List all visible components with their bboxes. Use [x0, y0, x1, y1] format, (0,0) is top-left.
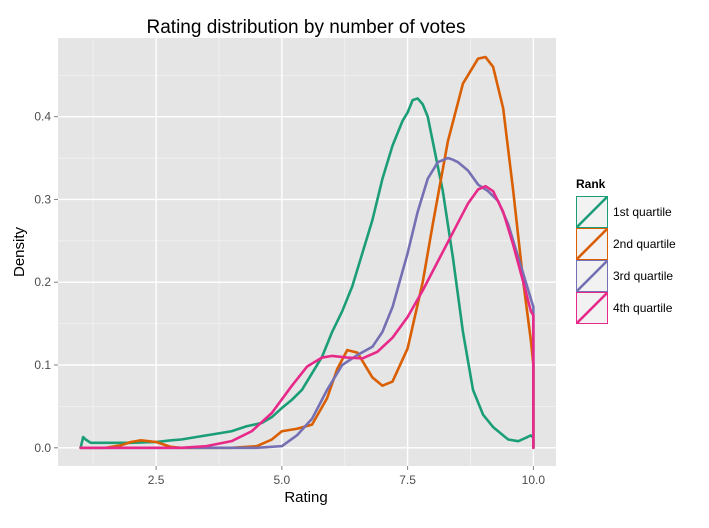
x-tick-label: 7.5 [399, 473, 416, 487]
x-axis-title: Rating [284, 489, 327, 506]
y-axis-ticks: 0.0 0.1 0.2 0.3 0.4 [34, 110, 58, 455]
x-tick-label: 2.5 [148, 473, 165, 487]
x-axis-ticks: 2.5 5.0 7.5 10.0 [148, 466, 546, 487]
legend-label: 3rd quartile [613, 269, 673, 283]
y-tick-label: 0.3 [34, 192, 51, 206]
y-tick-label: 0.0 [34, 441, 51, 455]
legend-title: Rank [576, 177, 606, 191]
x-tick-label: 5.0 [274, 473, 291, 487]
plot-panel [58, 38, 556, 466]
legend-key-line [576, 196, 608, 228]
y-axis-title: Density [11, 226, 28, 277]
y-tick-label: 0.4 [34, 110, 51, 124]
legend-key-line [576, 260, 608, 292]
y-tick-label: 0.2 [34, 275, 51, 289]
series-layer [79, 55, 535, 450]
series-line-1 [79, 97, 535, 450]
legend-label: 4th quartile [613, 301, 673, 315]
legend-key-line [576, 292, 608, 324]
legend: Rank 1st quartile 2nd quartile 3rd quartil… [576, 177, 676, 324]
x-tick-label: 10.0 [522, 473, 546, 487]
series-line-4 [79, 184, 535, 450]
chart-title: Rating distribution by number of votes [147, 17, 466, 38]
legend-key-line [576, 228, 608, 260]
legend-label: 1st quartile [613, 205, 672, 219]
grid-minor [58, 38, 556, 466]
legend-label: 2nd quartile [613, 237, 676, 251]
y-tick-label: 0.1 [34, 358, 51, 372]
